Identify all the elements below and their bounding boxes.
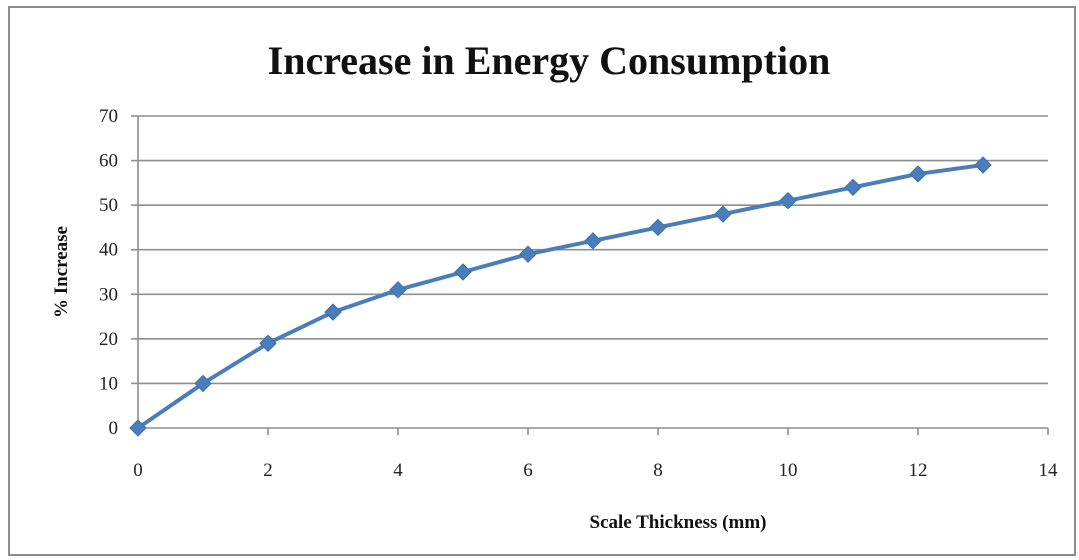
y-tick-labels: 0 10 20 30 40 50 60 70 xyxy=(99,106,118,439)
x-tick-labels: 0 2 4 6 8 10 12 14 xyxy=(133,460,1058,481)
x-tick-label: 12 xyxy=(909,460,928,481)
x-tick-label: 4 xyxy=(393,460,403,481)
x-tick-label: 0 xyxy=(133,460,143,481)
data-point-marker xyxy=(259,334,277,353)
y-tick-label: 70 xyxy=(99,106,118,127)
gridlines xyxy=(138,115,1048,385)
x-tick-label: 14 xyxy=(1039,460,1059,481)
x-tick-label: 2 xyxy=(263,460,273,481)
x-tick-label: 6 xyxy=(523,460,533,481)
chart-title: Increase in Energy Consumption xyxy=(268,38,831,83)
y-tick-label: 30 xyxy=(99,284,118,305)
data-point-marker xyxy=(584,232,602,250)
y-axis-title: % Increase xyxy=(51,226,72,318)
data-point-marker xyxy=(909,165,927,183)
series-line xyxy=(136,163,985,430)
data-point-marker xyxy=(649,218,667,237)
data-point-marker xyxy=(194,374,212,393)
data-point-marker xyxy=(519,245,537,263)
chart-frame xyxy=(8,6,1076,556)
data-point-marker xyxy=(714,205,732,223)
y-tick-label: 50 xyxy=(99,195,118,216)
series xyxy=(129,156,992,437)
y-tick-label: 10 xyxy=(99,373,118,394)
x-axis-title: Scale Thickness (mm) xyxy=(590,512,767,533)
axes xyxy=(131,115,1049,435)
y-tick-label: 0 xyxy=(109,418,119,439)
x-tick-label: 8 xyxy=(653,460,663,481)
data-point-marker xyxy=(844,178,862,197)
data-point-marker xyxy=(389,281,407,299)
data-point-marker xyxy=(454,263,472,281)
y-tick-label: 60 xyxy=(99,151,118,172)
y-tick-label: 40 xyxy=(99,240,118,261)
data-point-marker xyxy=(129,419,147,437)
data-point-marker xyxy=(324,303,342,321)
y-tick-label: 20 xyxy=(99,329,118,350)
x-tick-label: 10 xyxy=(779,460,798,481)
data-point-marker xyxy=(779,191,797,210)
data-point-marker xyxy=(974,156,992,174)
